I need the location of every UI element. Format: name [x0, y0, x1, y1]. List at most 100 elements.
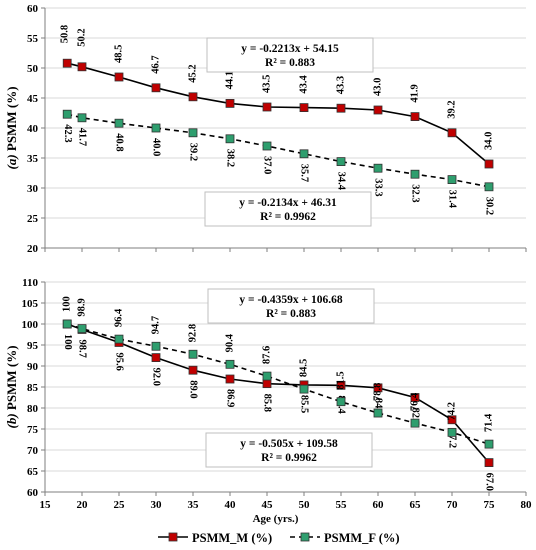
data-point-m: [262, 102, 272, 112]
y-axis-title-text: PSMM (%): [4, 86, 19, 154]
data-label: 38.2: [225, 149, 236, 167]
data-label: 40.8: [114, 133, 125, 151]
data-point-m: [114, 72, 124, 82]
data-label: 89.0: [188, 380, 199, 398]
legend-marker: [300, 532, 310, 542]
data-label: 40.0: [151, 138, 162, 156]
data-label: 46.7: [150, 55, 161, 73]
y-tick-label: 60: [27, 3, 39, 15]
data-label: 92.8: [187, 324, 198, 342]
data-point-m: [225, 374, 235, 384]
y-tick-label: 20: [27, 243, 39, 255]
x-tick-label: 60: [373, 499, 385, 511]
data-label: 37.0: [262, 156, 273, 174]
y-tick-label: 50: [27, 63, 39, 75]
data-label: 98.7: [77, 339, 88, 357]
trendline-r2: R² = 0.9962: [260, 211, 316, 223]
y-tick-label: 110: [22, 277, 38, 289]
data-label: 34.0: [483, 132, 494, 150]
data-label: 50.2: [76, 28, 87, 46]
data-label: 32.3: [410, 184, 421, 202]
data-point-m: [410, 393, 420, 402]
trendline-r2: R² = 0.9962: [261, 452, 317, 464]
data-label: 48.5: [113, 45, 124, 63]
data-label: 95.6: [114, 352, 125, 370]
data-label: 67.0: [484, 473, 495, 491]
data-point-f: [373, 408, 383, 418]
data-point-f: [77, 324, 87, 334]
data-label: 50.8: [60, 25, 71, 43]
y-axis-title-prefix: (a): [4, 154, 19, 169]
data-label: 43.3: [335, 76, 346, 94]
data-point-f: [114, 334, 124, 344]
data-label: 94.7: [150, 316, 161, 334]
data-label: 45.2: [187, 64, 198, 82]
data-point-f: [77, 113, 87, 123]
data-point-f: [484, 439, 494, 449]
data-point-m: [151, 353, 161, 363]
data-point-f: [262, 141, 272, 151]
data-label: 90.4: [224, 333, 235, 352]
data-label: 98.9: [76, 298, 87, 316]
data-label: 41.7: [77, 128, 88, 146]
equation-box: [206, 37, 374, 73]
data-label: 82.5: [410, 408, 421, 426]
data-label: 81.5: [335, 371, 346, 389]
y-axis-title: (a) PSMM (%): [4, 86, 19, 169]
data-point-f: [225, 134, 235, 144]
trendline-equation: y = -0.2213x + 54.15: [241, 43, 339, 55]
data-label: 43.0: [372, 78, 383, 96]
data-label: 100: [62, 296, 73, 312]
x-tick-label: 25: [114, 499, 126, 511]
data-label: 100: [62, 334, 73, 350]
data-point-m: [151, 83, 161, 93]
y-tick-label: 45: [27, 93, 39, 105]
x-axis-title: Age (yrs.): [253, 513, 299, 525]
data-point-f: [62, 109, 72, 119]
x-tick-label: 35: [188, 499, 200, 511]
data-label: 76.4: [409, 392, 420, 411]
data-point-m: [188, 365, 198, 375]
y-tick-label: 70: [27, 445, 39, 457]
x-tick-label: 15: [40, 499, 52, 511]
data-point-f: [114, 118, 124, 128]
data-point-f: [262, 371, 272, 381]
trendline-equation: y = -0.505x + 109.58: [240, 438, 338, 450]
data-point-m: [484, 159, 494, 169]
data-label: 31.4: [447, 190, 458, 209]
x-tick-label: 75: [484, 499, 496, 511]
y-tick-label: 30: [27, 183, 39, 195]
data-point-m: [188, 92, 198, 102]
data-label: 86.9: [225, 389, 236, 407]
y-axis-title-text: PSMM (%): [4, 345, 19, 413]
x-tick-label: 70: [447, 499, 459, 511]
data-point-f: [336, 397, 346, 407]
trendline-equation: y = -0.4359x + 106.68: [239, 294, 342, 306]
x-tick-label: 55: [336, 499, 348, 511]
data-point-m: [77, 62, 87, 72]
data-label: 77.2: [447, 430, 458, 448]
data-label: 74.2: [446, 402, 457, 420]
y-tick-label: 25: [27, 213, 39, 225]
data-point-m: [373, 105, 383, 115]
equation-box: [204, 191, 372, 227]
data-point-f: [410, 418, 420, 428]
data-point-m: [299, 103, 309, 112]
data-point-f: [447, 175, 457, 185]
y-tick-label: 100: [22, 319, 39, 331]
data-point-f: [410, 169, 420, 179]
legend-marker: [168, 532, 178, 542]
data-point-m: [447, 128, 457, 138]
trendline-r2: R² = 0.883: [266, 308, 316, 320]
y-axis-title-prefix: (b): [4, 413, 19, 428]
equation-box: [207, 288, 375, 324]
x-tick-label: 20: [77, 499, 89, 511]
y-tick-label: 35: [27, 153, 39, 165]
data-label: 92.0: [151, 368, 162, 386]
data-label: 42.3: [62, 124, 73, 142]
data-label: 84.8: [373, 398, 384, 416]
y-tick-label: 80: [27, 403, 39, 415]
data-label: 39.2: [446, 100, 457, 118]
y-tick-label: 90: [27, 361, 39, 373]
data-label: 85.8: [262, 394, 273, 412]
